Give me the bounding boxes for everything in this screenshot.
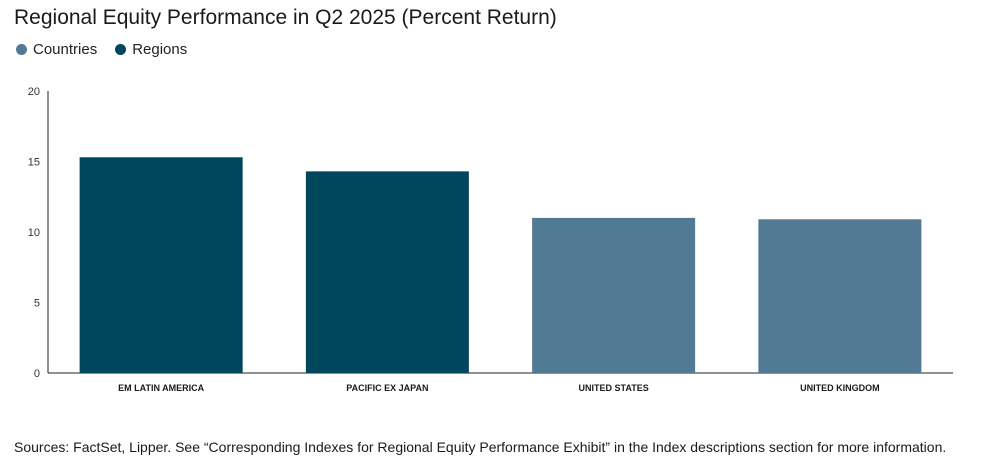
x-category-label: PACIFIC EX JAPAN (346, 383, 428, 393)
source-note: Sources: FactSet, Lipper. See “Correspon… (14, 439, 947, 455)
legend-item-countries: Countries (16, 41, 97, 58)
legend-label-regions: Regions (132, 41, 188, 58)
bar (79, 157, 243, 373)
x-category-label: UNITED KINGDOM (800, 383, 880, 393)
bar (305, 171, 469, 373)
y-tick-label: 0 (34, 368, 40, 380)
y-tick-label: 5 (34, 298, 40, 310)
legend-swatch-regions (115, 44, 127, 55)
legend-swatch-countries (16, 44, 27, 55)
legend-label-countries: Countries (33, 41, 98, 58)
y-tick-label: 10 (28, 227, 40, 239)
y-tick-label: 20 (28, 86, 40, 98)
x-category-label: UNITED STATES (579, 383, 649, 393)
x-category-label: EM LATIN AMERICA (118, 383, 204, 393)
bar (532, 217, 696, 373)
chart-legend: Countries Regions (16, 41, 187, 58)
y-tick-label: 15 (28, 157, 40, 169)
bar (758, 219, 922, 373)
chart-title: Regional Equity Performance in Q2 2025 (… (14, 6, 557, 29)
legend-item-regions: Regions (115, 41, 187, 58)
bar-chart: 0 5 10 15 20 EM LATIN AMERICA PACIFIC EX JAPAN… (28, 86, 953, 393)
